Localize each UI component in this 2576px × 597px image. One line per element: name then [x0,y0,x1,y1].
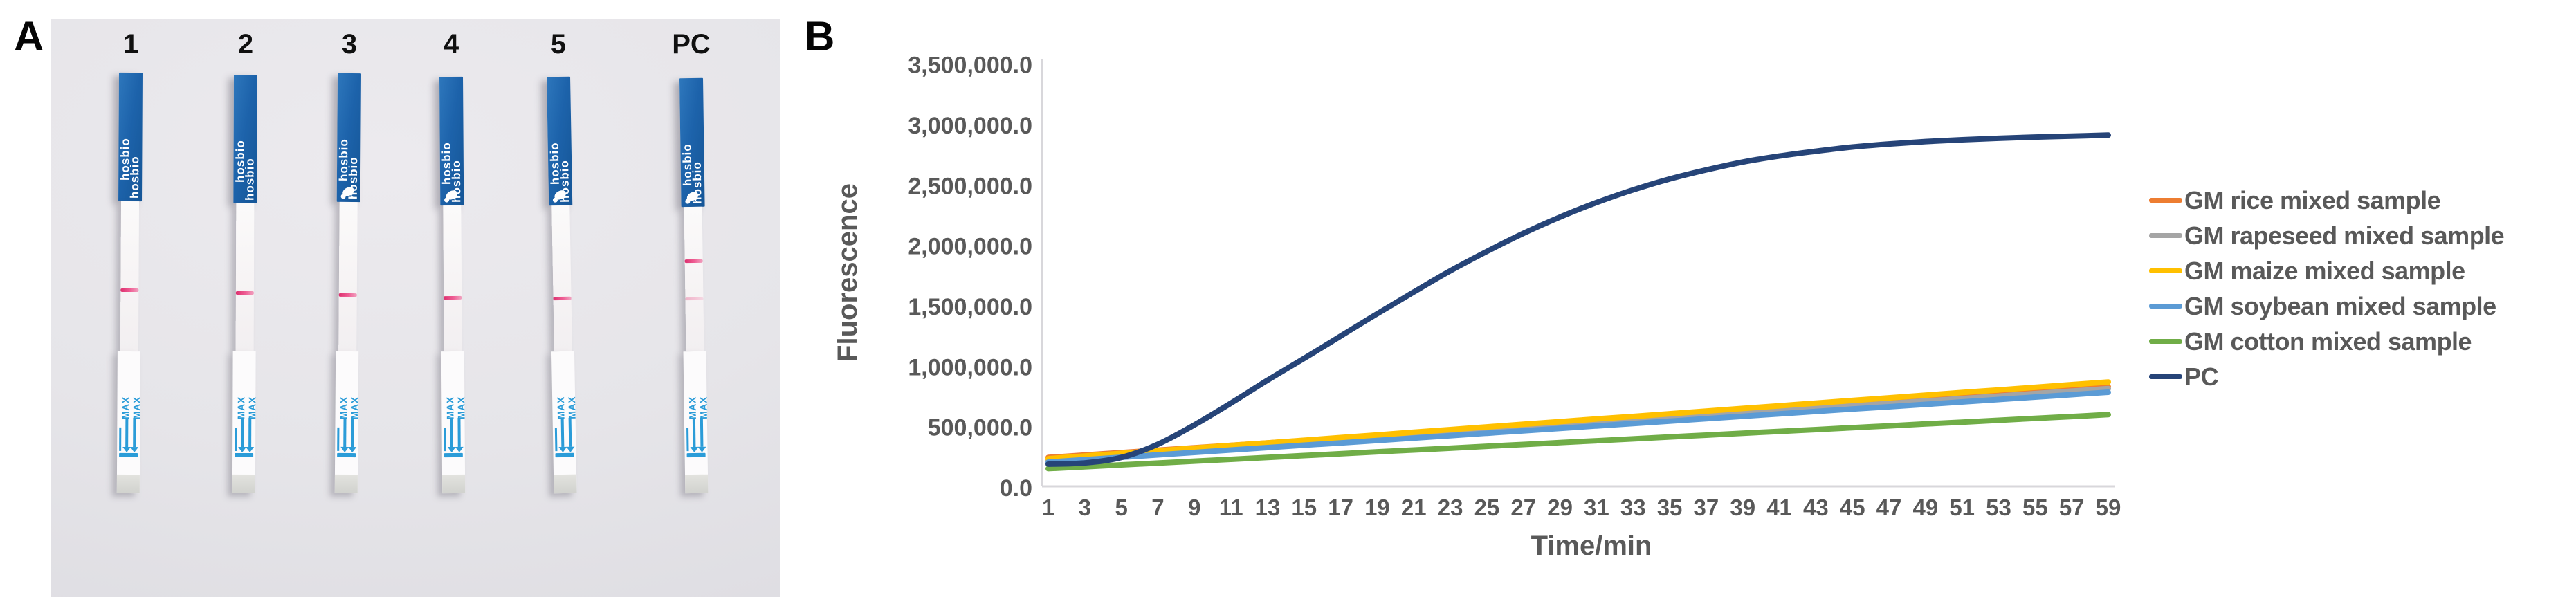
x-tick-label: 17 [1328,495,1353,520]
x-tick-label: 47 [1876,495,1902,520]
x-tick-label: 33 [1620,495,1646,520]
x-tick-label: 39 [1730,495,1755,520]
x-tick-label: 21 [1401,495,1427,520]
panel-b-label: B [805,13,834,59]
x-tick-label: 41 [1766,495,1792,520]
strip-label: 3 [341,29,358,59]
legend-label: GM rice mixed sample [2184,185,2441,214]
y-tick-label: 1,500,000.0 [908,294,1032,320]
y-tick-label: 2,000,000.0 [908,234,1032,260]
x-tick-label: 57 [2059,495,2085,520]
x-tick-label: 1 [1042,495,1054,520]
x-tick-label: 53 [1986,495,2011,520]
y-tick-label: 1,000,000.0 [908,354,1032,380]
x-tick-label: 5 [1115,495,1127,520]
x-tick-label: 49 [1913,495,1939,520]
x-tick-label: 51 [1949,495,1975,520]
y-tick-label: 500,000.0 [928,415,1032,441]
legend-label: GM cotton mixed sample [2184,327,2472,356]
series-line-gm-soybean-mixed-sample [1045,389,2111,465]
x-tick-label: 15 [1291,495,1317,520]
x-tick-label: 7 [1151,495,1164,520]
legend-label: PC [2184,362,2219,391]
strip-label: 5 [550,29,567,59]
y-tick-label: 0.0 [1000,475,1032,502]
series-line-pc [1045,132,2111,467]
strip-label: 2 [237,29,254,59]
legend-swatch-line [2149,374,2182,379]
x-tick-label: 37 [1694,495,1719,520]
x-tick-label: 3 [1079,495,1091,520]
series-line-gm-cotton-mixed-sample [1045,412,2111,472]
x-tick-label: 29 [1547,495,1573,520]
legend-label: GM soybean mixed sample [2184,291,2496,320]
y-tick-label: 3,500,000.0 [908,53,1032,79]
legend-swatch-line [2149,304,2182,309]
legend-swatch-line [2149,198,2182,203]
y-tick-label: 3,000,000.0 [908,113,1032,139]
x-tick-label: 43 [1803,495,1829,520]
legend-label: GM maize mixed sample [2184,256,2465,285]
legend-item: GM maize mixed sample [2149,253,2504,288]
legend-item: PC [2149,359,2504,394]
legend-swatch-line [2149,339,2182,344]
strip-label: PC [672,29,711,59]
legend-swatch-line [2149,233,2182,238]
legend-item: GM rapeseed mixed sample [2149,218,2505,253]
x-tick-label: 13 [1255,495,1281,520]
legend-item: GM rice mixed sample [2149,183,2504,218]
strip-label: 1 [122,29,139,59]
x-tick-label: 25 [1474,495,1500,520]
legend-label: GM rapeseed mixed sample [2184,221,2505,250]
x-tick-label: 55 [2022,495,2048,520]
x-tick-label: 59 [2096,495,2121,520]
strip-label: 4 [443,29,459,59]
chart-legend: GM rice mixed sample GM rapeseed mixed sa… [2149,183,2505,394]
x-tick-label: 23 [1438,495,1463,520]
legend-item: GM soybean mixed sample [2149,288,2504,324]
x-tick-label: 11 [1219,495,1243,520]
x-tick-label: 27 [1510,495,1536,520]
x-axis-title: Time/min [1531,531,1652,561]
x-tick-label: 35 [1657,495,1683,520]
x-tick-label: 45 [1840,495,1865,520]
y-tick-label: 2,500,000.0 [908,173,1032,199]
x-tick-label: 31 [1584,495,1609,520]
series-line-gm-maize-mixed-sample [1045,379,2111,462]
panel-a-label: A [14,13,44,59]
x-tick-label: 19 [1364,495,1390,520]
strip-photo [51,19,780,597]
x-tick-label: 9 [1188,495,1200,520]
legend-swatch-line [2149,268,2182,273]
y-axis-title: Fluorescence [832,183,863,362]
legend-item: GM cotton mixed sample [2149,324,2504,359]
